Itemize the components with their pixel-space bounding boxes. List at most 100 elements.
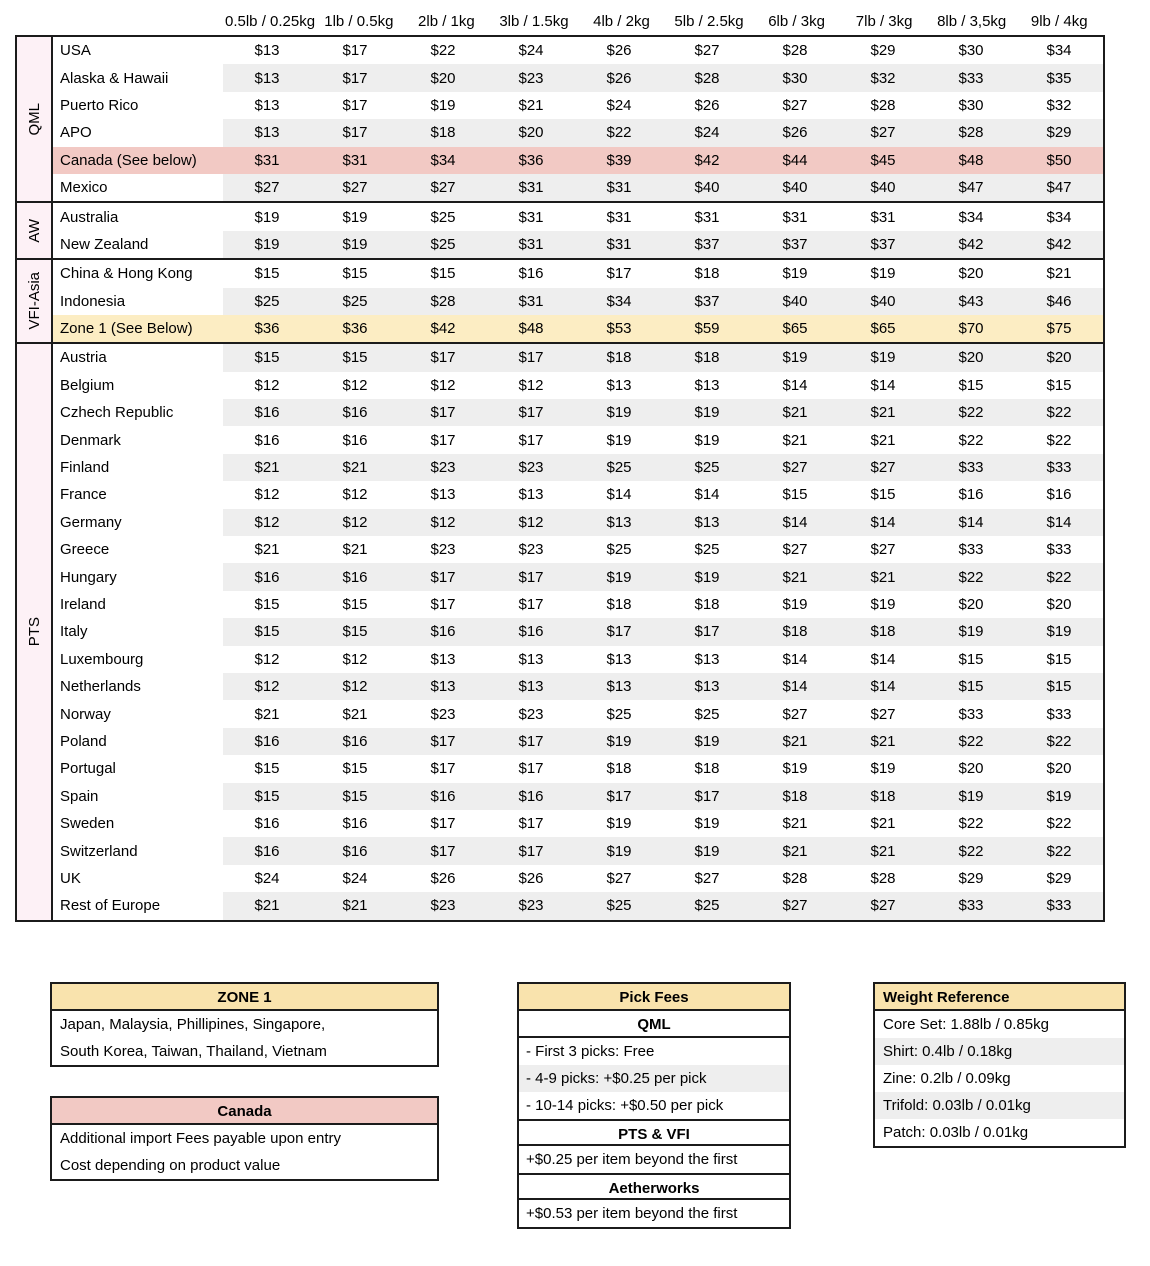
rate-cell: $35: [1015, 64, 1103, 92]
rate-cell: $22: [958, 815, 984, 833]
rate-cell: $16: [342, 815, 368, 833]
rate-cell: $15: [430, 265, 456, 283]
rate-cell: $28: [870, 96, 896, 114]
rate-cell: $14: [1015, 508, 1103, 537]
rate-cell: $17: [399, 344, 487, 372]
rate-cell: $46: [1015, 287, 1103, 315]
rate-cell: $25: [663, 453, 751, 482]
rate-cell: $19: [694, 815, 720, 833]
rate-cell: $13: [518, 486, 544, 504]
rate-cell: $25: [575, 453, 663, 482]
country-label: Indonesia: [60, 292, 126, 310]
pick-fees-carrier-heading: Aetherworks: [519, 1173, 789, 1200]
carrier-group-rows: Austria $15 $15 $17 $17 $18 $18 $19 $19 $20 $20 Bel…: [53, 344, 1103, 920]
rate-cell: $12: [311, 508, 399, 537]
rate-cell: $21: [839, 399, 927, 427]
rate-cell: $30: [958, 42, 984, 60]
rate-cell: $13: [487, 672, 575, 701]
rate-cell: $28: [927, 119, 1015, 147]
rate-cell: $25: [399, 230, 487, 259]
rate-cell: $18: [751, 782, 839, 810]
rate-cell: $31: [870, 208, 896, 226]
pick-fees-carrier-heading: PTS & VFI: [519, 1119, 789, 1146]
pick-fees-sections: QML - First 3 picks: Free - 4-9 picks: +$0…: [519, 1011, 789, 1227]
rate-row: Greece $21 $21 $23 $23 $25 $25 $27 $27 $33 $33: [53, 536, 1103, 563]
carrier-group-label-text: QML: [25, 102, 43, 136]
rate-cell: $28: [782, 869, 808, 887]
carrier-group-rows: Australia $19 $19 $25 $31 $31 $31 $31 $31 $34 $34 N…: [53, 203, 1103, 259]
rate-cell: $16: [487, 782, 575, 810]
rate-cell: $21: [782, 815, 808, 833]
rate-cell: $20: [399, 64, 487, 92]
rate-cell: $15: [782, 486, 808, 504]
rate-cell: $17: [487, 727, 575, 756]
column-header: 4lb / 2kg: [593, 13, 650, 30]
rate-cell: $20: [1046, 596, 1072, 613]
rate-cell: $26: [575, 64, 663, 92]
rate-cell: $16: [958, 486, 984, 504]
rate-row: Hungary $16 $16 $17 $17 $19 $19 $21 $21 $22 $22: [53, 563, 1103, 591]
rate-cell: $13: [223, 119, 311, 147]
rate-cell: $13: [663, 508, 751, 537]
carrier-group-label-text: VFI-Asia: [25, 272, 43, 330]
rate-cell: $19: [663, 727, 751, 756]
rate-cell: $14: [751, 672, 839, 701]
rate-cell: $16: [399, 782, 487, 810]
rate-cell: $29: [958, 869, 984, 887]
rate-row: Belgium $12 $12 $12 $12 $13 $13 $14 $14 $15 $15: [53, 372, 1103, 399]
rate-cell: $37: [839, 230, 927, 259]
rate-cell: $23: [487, 892, 575, 920]
rate-cell: $19: [311, 230, 399, 259]
rate-cell: $36: [223, 314, 311, 343]
rate-cell: $25: [430, 208, 456, 226]
rate-row: Norway $21 $21 $23 $23 $25 $25 $27 $27 $33 $33: [53, 700, 1103, 727]
rate-cell: $13: [575, 672, 663, 701]
rate-cell: $23: [518, 705, 544, 723]
rate-cell: $15: [958, 376, 984, 394]
rate-cell: $26: [694, 96, 720, 114]
rate-cell: $12: [342, 650, 368, 668]
rate-cell: $39: [575, 146, 663, 174]
country-label: Austria: [60, 349, 107, 367]
rate-cell: $28: [663, 64, 751, 92]
rate-cell: $22: [958, 431, 984, 449]
rate-cell: $19: [694, 431, 720, 449]
country-label: Alaska & Hawaii: [60, 69, 169, 87]
carrier-group-label: PTS: [17, 344, 53, 920]
rate-cell: $18: [751, 618, 839, 646]
carrier-group-label: VFI-Asia: [17, 260, 53, 343]
rate-cell: $18: [399, 119, 487, 147]
rate-cell: $33: [1015, 453, 1103, 482]
pick-fees-rule: - 4-9 picks: +$0.25 per pick: [519, 1065, 789, 1092]
rate-cell: $26: [751, 119, 839, 147]
country-label: Sweden: [60, 815, 115, 833]
rate-cell: $17: [518, 596, 544, 613]
rate-cell: $48: [487, 314, 575, 343]
rate-cell: $20: [958, 596, 984, 613]
rate-cell: $15: [342, 760, 368, 778]
rate-cell: $21: [254, 705, 280, 723]
rate-cell: $14: [839, 672, 927, 701]
rate-cell: $16: [223, 837, 311, 865]
pick-fees-section: Aetherworks +$0.53 per item beyond the fi…: [519, 1173, 789, 1227]
rate-cell: $12: [223, 672, 311, 701]
rate-cell: $33: [927, 892, 1015, 920]
rate-cell: $19: [782, 760, 808, 778]
rate-cell: $15: [311, 618, 399, 646]
country-label: Luxembourg: [60, 650, 144, 668]
rate-cell: $33: [1046, 541, 1072, 559]
rate-cell: $21: [311, 892, 399, 920]
rate-cell: $23: [430, 705, 456, 723]
rate-cell: $21: [311, 453, 399, 482]
rate-cell: $16: [399, 618, 487, 646]
rate-cell: $27: [782, 541, 808, 559]
country-label: USA: [60, 42, 91, 60]
rate-cell: $31: [487, 287, 575, 315]
rate-cell: $19: [575, 399, 663, 427]
column-header: 5lb / 2.5kg: [674, 13, 744, 30]
country-label: China & Hong Kong: [60, 265, 193, 283]
country-label: Rest of Europe: [60, 897, 161, 915]
rate-row: Puerto Rico $13 $17 $19 $21 $24 $26 $27 $28 $30 $3…: [53, 92, 1103, 119]
zone1-countries-line: Japan, Malaysia, Phillipines, Singapore,: [60, 1016, 326, 1033]
rate-cell: $22: [1015, 837, 1103, 865]
